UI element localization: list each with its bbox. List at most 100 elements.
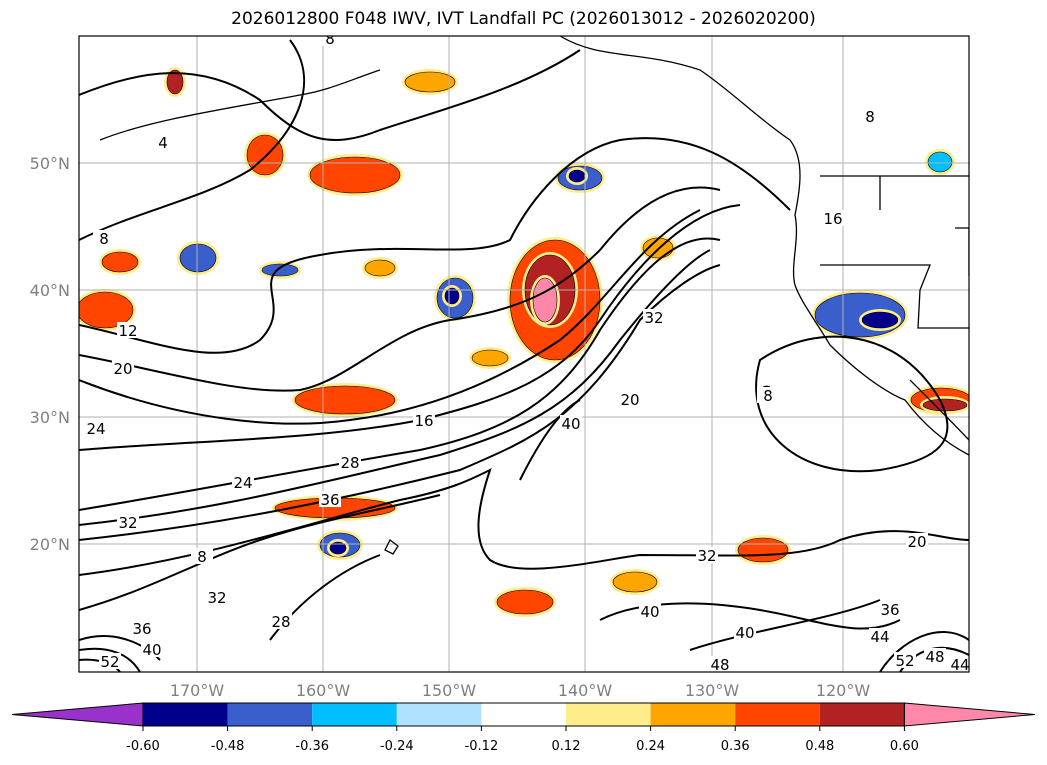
colorbar-tick-label: -0.48 <box>211 739 245 754</box>
contour-label-bg <box>319 491 341 507</box>
contour-label-bg <box>879 601 901 617</box>
colorbar-tick-label: 0.36 <box>721 739 750 754</box>
lat-tick-label: 30°N <box>30 408 70 427</box>
colorbar-tick-label: -0.12 <box>465 739 499 754</box>
contour-label-bg <box>117 322 139 338</box>
anomaly-blob <box>101 251 139 273</box>
contour-label: 24 <box>233 474 252 492</box>
colorbar-segment <box>566 703 651 726</box>
contour-label-bg <box>949 656 969 672</box>
anomaly-blob <box>737 537 789 563</box>
colorbar-tick-label: -0.60 <box>126 739 160 754</box>
anomaly-blob <box>79 291 134 329</box>
colorbar-tick-label: 0.12 <box>552 739 581 754</box>
contour-label-bg <box>734 624 756 640</box>
map-title: 2026012800 F048 IWV, IVT Landfall PC (20… <box>231 9 816 29</box>
contour-label: 40 <box>735 624 754 642</box>
contour-label-bg <box>232 474 254 490</box>
contour-label: 24 <box>86 420 105 438</box>
anomaly-blob <box>166 69 184 95</box>
contour-label: 52 <box>100 653 119 671</box>
contour-label: 4 <box>158 134 168 152</box>
contour-label-bg <box>859 108 881 124</box>
contour-label: 8 <box>325 30 335 48</box>
contour-label: 16 <box>414 412 433 430</box>
contour-label-bg <box>206 589 228 605</box>
contour-label: 48 <box>925 648 944 666</box>
contour-label: 8 <box>763 387 773 405</box>
colorbar-tick-label: -0.36 <box>295 739 329 754</box>
contour-label: 52 <box>895 652 914 670</box>
contour-label-bg <box>924 648 946 664</box>
contour-label-bg <box>112 360 134 376</box>
anomaly-blob <box>532 277 558 323</box>
contour-label: 44 <box>950 656 969 674</box>
contour-label-bg <box>141 641 163 657</box>
lat-tick-label: 20°N <box>30 535 70 554</box>
anomaly-blob <box>309 156 401 194</box>
anomaly-blob <box>179 243 217 273</box>
anomaly-blob <box>329 541 347 555</box>
anomaly-blob <box>471 349 509 367</box>
lon-tick-label: 150°W <box>422 681 477 700</box>
colorbar-over-extension <box>903 702 1036 727</box>
colorbar-segment <box>481 703 566 726</box>
contour-label-bg <box>906 533 928 549</box>
contour-label: 48 <box>710 656 729 674</box>
contour-label-bg <box>709 656 731 672</box>
contour-label-bg <box>93 230 115 246</box>
contour-label: 8 <box>865 108 875 126</box>
contour-label: 12 <box>118 322 137 340</box>
contour-label-bg <box>822 210 844 226</box>
contour-label: 36 <box>320 491 339 509</box>
contour-label: 32 <box>697 547 716 565</box>
anomaly-blob <box>294 385 396 415</box>
contour-label-bg <box>619 391 641 407</box>
contour-label: 28 <box>340 454 359 472</box>
contour-label-bg <box>869 628 891 644</box>
colorbar-tick-label: 0.48 <box>805 739 834 754</box>
lat-tick-label: 50°N <box>30 154 70 173</box>
contour-label: 8 <box>197 548 207 566</box>
contour-label-bg <box>152 134 174 150</box>
contour-label: 28 <box>271 613 290 631</box>
contour-label: 36 <box>132 620 151 638</box>
contour-label-bg <box>85 420 107 436</box>
contour-label: 32 <box>207 589 226 607</box>
anomaly-blob <box>612 571 658 593</box>
lon-tick-label: 140°W <box>558 681 613 700</box>
ivt-anomaly-shading <box>79 67 969 617</box>
anomaly-blob <box>861 311 899 329</box>
anomaly-blob <box>568 169 586 183</box>
lon-tick-label: 170°W <box>170 681 225 700</box>
contour-label: 36 <box>880 601 899 619</box>
contour-label-bg <box>339 454 361 470</box>
anomaly-blob <box>364 259 396 277</box>
anomaly-blob <box>927 151 953 173</box>
contour-label-bg <box>413 412 435 428</box>
colorbar-tick-label: 0.24 <box>636 739 665 754</box>
anomaly-blob <box>404 71 456 93</box>
coastlines <box>99 36 969 555</box>
contour-label-bg <box>696 547 718 563</box>
contour-label-bg <box>191 548 213 564</box>
contour-label-bg <box>319 36 341 46</box>
lon-tick-label: 160°W <box>296 681 351 700</box>
colorbar: -0.60 -0.48 -0.36 -0.24 -0.12 0.12 0.24 0.36 0.4… <box>11 702 1036 754</box>
contour-label: 16 <box>823 210 842 228</box>
anomaly-blob <box>496 589 554 615</box>
contour-label: 32 <box>644 309 663 327</box>
colorbar-under-extension <box>11 702 144 727</box>
colorbar-segment <box>650 703 736 726</box>
colorbar-segment <box>735 703 820 726</box>
contour-label: 44 <box>870 628 889 646</box>
graticule <box>79 36 969 672</box>
colorbar-segment <box>819 703 905 726</box>
contour-label: 40 <box>640 603 659 621</box>
lat-tick-label: 40°N <box>30 281 70 300</box>
contour-label-bg <box>643 309 665 325</box>
contour-label: 32 <box>118 514 137 532</box>
